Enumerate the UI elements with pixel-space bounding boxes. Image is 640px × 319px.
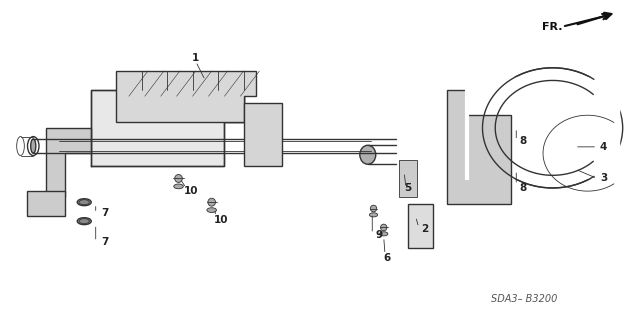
Text: 4: 4 [600, 142, 607, 152]
Text: 8: 8 [519, 136, 526, 145]
Text: 2: 2 [422, 224, 429, 234]
Text: 5: 5 [404, 183, 412, 193]
Ellipse shape [207, 208, 216, 212]
Polygon shape [91, 90, 244, 166]
Ellipse shape [77, 218, 92, 225]
Text: 6: 6 [383, 253, 390, 263]
Ellipse shape [508, 167, 518, 172]
Text: 10: 10 [214, 215, 228, 225]
Ellipse shape [31, 139, 36, 153]
Text: 9: 9 [375, 230, 382, 241]
Ellipse shape [79, 200, 90, 205]
Ellipse shape [77, 199, 92, 206]
Text: 10: 10 [184, 186, 198, 196]
Ellipse shape [79, 219, 90, 224]
Ellipse shape [371, 205, 377, 212]
Ellipse shape [360, 145, 376, 164]
Text: 7: 7 [101, 208, 108, 218]
Text: 8: 8 [519, 183, 526, 193]
Bar [408, 204, 433, 248]
Text: 7: 7 [101, 237, 108, 247]
Bar [27, 191, 65, 216]
Polygon shape [116, 71, 256, 122]
Ellipse shape [380, 232, 388, 236]
Bar [399, 160, 417, 197]
Ellipse shape [208, 198, 216, 206]
Polygon shape [46, 128, 91, 197]
Polygon shape [244, 103, 282, 166]
Text: 3: 3 [600, 174, 607, 183]
Ellipse shape [173, 184, 183, 189]
Text: 1: 1 [192, 53, 200, 63]
Ellipse shape [508, 125, 518, 130]
Ellipse shape [381, 224, 387, 231]
Polygon shape [447, 90, 511, 204]
Text: SDA3– B3200: SDA3– B3200 [491, 293, 557, 304]
Text: FR.: FR. [541, 22, 562, 32]
Ellipse shape [175, 174, 182, 182]
Ellipse shape [369, 213, 378, 217]
